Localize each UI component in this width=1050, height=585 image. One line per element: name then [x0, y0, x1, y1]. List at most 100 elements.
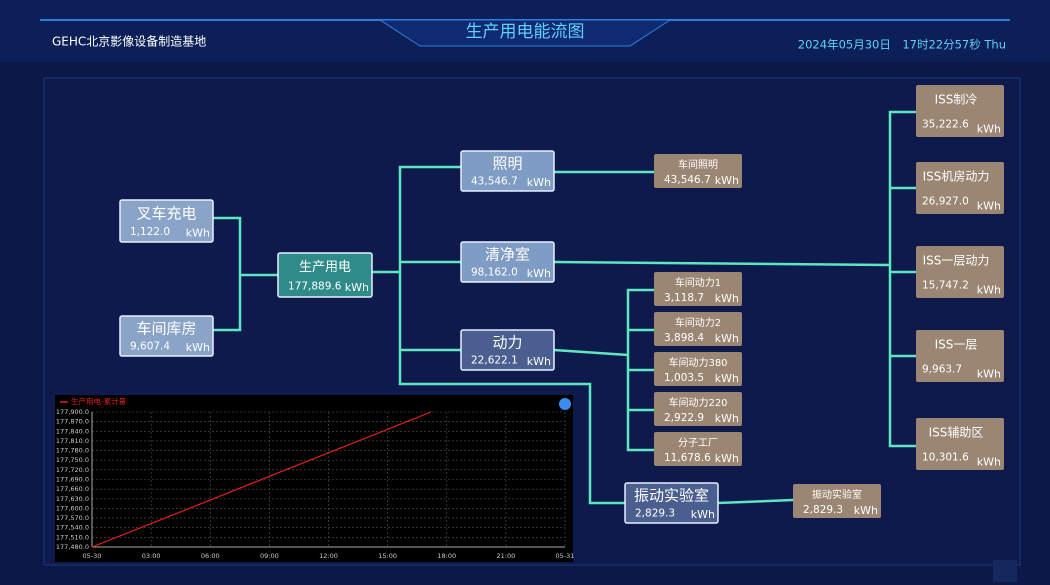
- x-tick-label: 09:00: [260, 552, 279, 560]
- node-label: 车间照明: [678, 158, 718, 171]
- node-label: ISS制冷: [935, 93, 978, 107]
- node-unit: kWh: [186, 341, 210, 354]
- node-unit: kWh: [715, 452, 739, 465]
- node-box: [624, 482, 719, 524]
- node-box: [654, 312, 742, 346]
- add-button[interactable]: [993, 560, 1017, 582]
- x-tick-label: 03:00: [142, 552, 161, 560]
- node-value: 43,546.7: [471, 175, 518, 187]
- node-label: 动力: [492, 334, 522, 352]
- node-unit: kWh: [345, 281, 369, 294]
- node-unit: kWh: [715, 174, 739, 187]
- node-value: 22,622.1: [471, 354, 518, 366]
- y-tick-label: 177,660.0: [56, 485, 89, 493]
- node-unit: kWh: [527, 176, 551, 189]
- org-name: GEHC北京影像设备制造基地: [52, 35, 206, 49]
- node-value: 2,829.3: [635, 507, 675, 519]
- y-tick-label: 177,540.0: [56, 524, 89, 532]
- node-box: [460, 241, 555, 283]
- dropdown-button[interactable]: [559, 398, 571, 410]
- x-tick-label: 12:00: [319, 552, 338, 560]
- node-value: 1,122.0: [130, 226, 170, 238]
- node-box: [119, 199, 214, 243]
- node-unit: kWh: [977, 123, 1001, 136]
- node-label: ISS一层: [935, 338, 978, 352]
- node-value: 9,963.7: [922, 364, 962, 376]
- node-value: 98,162.0: [471, 266, 518, 278]
- node-label: 车间动力1: [675, 276, 721, 289]
- node-box: [916, 246, 1004, 298]
- node-unit: kWh: [715, 372, 739, 385]
- node-unit: kWh: [715, 412, 739, 425]
- node-unit: kWh: [977, 200, 1001, 213]
- node-value: 10,301.6: [922, 452, 969, 464]
- node-box: [916, 85, 1004, 137]
- y-tick-label: 177,750.0: [56, 456, 89, 464]
- node-box: [119, 315, 214, 357]
- y-tick-label: 177,690.0: [56, 476, 89, 484]
- node-value: 11,678.6: [664, 452, 711, 464]
- node-box: [654, 352, 742, 386]
- node-label: 车间动力380: [668, 356, 727, 369]
- node-value: 2,922.9: [664, 412, 704, 424]
- x-tick-label: 05-30: [83, 552, 102, 560]
- node-value: 3,118.7: [664, 292, 704, 304]
- node-label: 生产用电: [299, 260, 351, 275]
- node-box: [916, 418, 1004, 470]
- trend-line: [91, 411, 432, 548]
- y-tick-label: 177,600.0: [56, 504, 89, 512]
- node-value: 1,003.5: [664, 372, 704, 384]
- y-tick-label: 177,840.0: [56, 427, 89, 435]
- node-label: 振动实验室: [812, 488, 862, 501]
- connectors: [213, 110, 916, 505]
- x-tick-label: 18:00: [437, 552, 456, 560]
- node-value: 177,889.6: [288, 280, 342, 292]
- node-unit: kWh: [977, 368, 1001, 381]
- node-label: 照明: [492, 155, 522, 173]
- node-label: 清净室: [485, 246, 530, 264]
- x-tick-label: 21:00: [497, 552, 516, 560]
- node-unit: kWh: [527, 267, 551, 280]
- node-box: [654, 272, 742, 306]
- node-unit: kWh: [977, 456, 1001, 469]
- node-label: 叉车充电: [136, 204, 196, 222]
- node-label: ISS辅助区: [929, 426, 984, 440]
- y-tick-label: 177,510.0: [56, 533, 89, 541]
- node-value: 3,898.4: [664, 332, 704, 344]
- y-tick-label: 177,900.0: [56, 408, 89, 416]
- x-tick-label: 05-31: [556, 552, 575, 560]
- node-label: 车间动力220: [668, 396, 727, 409]
- page-title: 生产用电能流图: [466, 22, 585, 42]
- node-unit: kWh: [715, 332, 739, 345]
- x-tick-label: 15:00: [378, 552, 397, 560]
- trend-panel: [55, 395, 573, 562]
- y-tick-label: 177,480.0: [56, 543, 89, 551]
- y-tick-label: 177,630.0: [56, 495, 89, 503]
- node-value: 2,829.3: [803, 504, 843, 516]
- node-box: [916, 330, 1004, 382]
- node-unit: kWh: [186, 227, 210, 240]
- node-value: 26,927.0: [922, 196, 969, 208]
- node-unit: kWh: [527, 355, 551, 368]
- title-plate: [378, 19, 672, 47]
- node-unit: kWh: [977, 284, 1001, 297]
- node-box: [916, 162, 1004, 214]
- node-value: 35,222.6: [922, 119, 969, 131]
- node-unit: kWh: [715, 292, 739, 305]
- node-unit: kWh: [691, 508, 715, 521]
- node-label: ISS一层动力: [923, 254, 990, 268]
- node-box: [460, 329, 555, 371]
- node-value: 9,607.4: [130, 340, 170, 352]
- y-tick-label: 177,780.0: [56, 447, 89, 455]
- datetime: 2024年05月30日 17时22分57秒 Thu: [798, 38, 1006, 52]
- y-tick-label: 177,810.0: [56, 437, 89, 445]
- node-box: [277, 252, 373, 298]
- x-tick-label: 06:00: [201, 552, 220, 560]
- node-box: [654, 154, 742, 188]
- node-value: 43,546.7: [664, 174, 711, 186]
- legend-label: 生产用电-累计量: [71, 396, 127, 406]
- y-tick-label: 177,870.0: [56, 418, 89, 426]
- node-box: [654, 392, 742, 426]
- y-tick-label: 177,720.0: [56, 466, 89, 474]
